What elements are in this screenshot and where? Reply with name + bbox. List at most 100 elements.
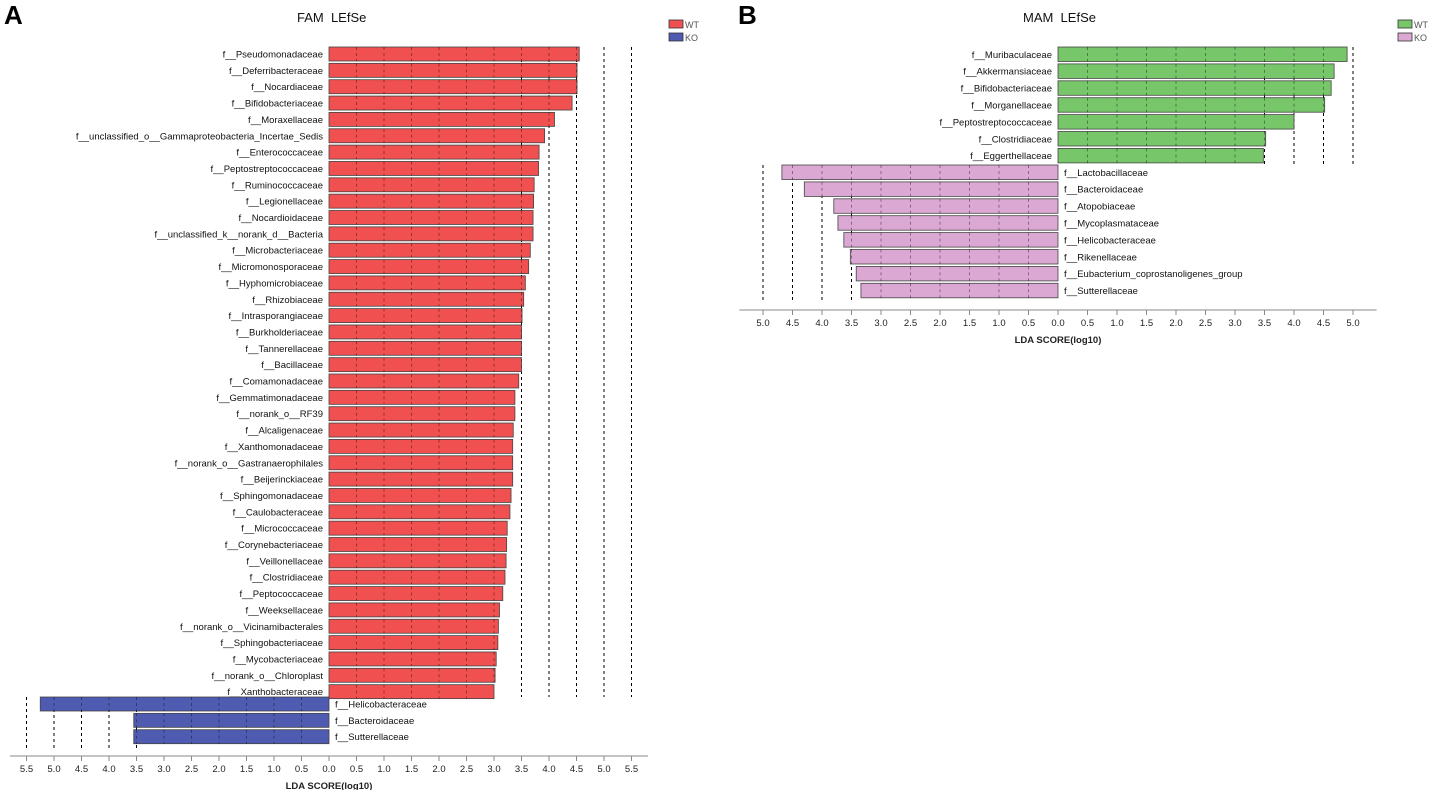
category-label-wt: f__Clostridiaceae [250,573,323,584]
category-label-ko: f__Sutterellaceae [335,732,409,743]
panel-a: f__Pseudomonadaceae f__Deferribacteraceae… [10,19,699,790]
x-tick-label: 4.0 [1287,318,1300,329]
category-label-wt: f__Peptostreptococcaceae [940,117,1053,128]
category-label-ko: f__Atopobiaceae [1064,202,1135,213]
category-label-wt: f__Xanthobacteraceae [227,687,323,698]
x-tick-label: 2.0 [933,318,946,329]
x-tick-label: 1.0 [992,318,1005,329]
bar-wt-f-micrococcaceae [328,520,508,536]
category-label-wt: f__unclassified_k__norank_d__Bacteria [155,229,324,240]
bar-wt-f-muribaculaceae [1057,46,1348,62]
bar-wt-f-clostridiaceae [1057,131,1267,147]
bar-wt-f-norank-o-rf39 [328,406,516,422]
category-label-ko: f__Rikenellaceae [1064,252,1137,263]
x-tick-label: 0.5 [1081,318,1094,329]
bar-wt-f-norank-o-vicinamibacterales [328,618,499,634]
bar-wt-f-ruminococcaceae [328,177,535,193]
bar-wt-f-beijerinckiaceae [328,471,514,487]
x-tick-label: 3.0 [1228,318,1241,329]
category-label-wt: f__norank_o__RF39 [236,409,323,420]
bar-wt-f-morganellaceae [1057,97,1326,113]
category-label-wt: f__Bacillaceae [261,360,323,371]
category-label-wt: f__Weeksellaceae [246,605,323,616]
bar-ko-f-helicobacteraceae [39,696,330,712]
bar-wt-f-gemmatimonadaceae [328,389,516,405]
x-tick-label: 5.0 [47,764,60,775]
x-tick-label: 4.0 [102,764,115,775]
category-label-wt: f__Hyphomicrobiaceae [226,278,323,289]
bar-ko-f-rikenellaceae [849,249,1059,265]
bar-ko-f-eubacterium-coprostanoligenes-group [855,265,1059,282]
category-label-wt: f__Tannerellaceae [245,344,323,355]
bar-wt-f-sphingobacteriaceae [328,635,499,650]
category-label-wt: f__Morganellaceae [971,100,1052,111]
bar-wt-f-mycobacteriaceae [328,651,497,667]
category-label-ko: f__Eubacterium_coprostanoligenes_group [1064,269,1243,280]
x-axis-label: LDA SCORE(log10) [1015,335,1102,346]
x-tick-label: 5.0 [756,318,769,329]
x-tick-label: 5.5 [20,764,33,775]
bar-wt-f-unclassified-k-norank-d-bacteria [328,226,534,242]
legend-label-ko: KO [1414,33,1427,43]
category-label-wt: f__norank_o__Gastranaerophilales [175,458,324,469]
bar-wt-f-bifidobacteriaceae [1057,80,1332,96]
category-label-ko: f__Helicobacteraceae [335,700,427,711]
bar-wt-f-caulobacteraceae [328,504,511,520]
bar-wt-f-legionellaceae [328,193,535,209]
category-label-wt: f__Enterococcaceae [236,148,323,159]
x-tick-label: 0.0 [322,764,335,775]
category-label-wt: f__Nocardioidaceae [238,213,323,224]
bar-ko-f-lactobacillaceae [781,164,1059,180]
x-tick-label: 2.0 [212,764,225,775]
category-label-ko: f__Helicobacteraceae [1064,235,1156,246]
x-tick-label: 0.5 [1022,318,1035,329]
legend-swatch-ko [1397,32,1413,42]
bar-wt-f-nocardiaceae [328,79,578,95]
category-label-wt: f__Pseudomonadaceae [223,50,323,61]
category-label-ko: f__Bacteroidaceae [1064,185,1143,196]
category-label-wt: f__Rhizobiaceae [252,295,323,306]
category-label-wt: f__Deferribacteraceae [229,66,323,77]
x-tick-label: 0.5 [350,764,363,775]
x-tick-label: 3.5 [845,318,858,329]
bar-wt-f-veillonellaceae [328,553,507,569]
bar-wt-f-rhizobiaceae [328,291,525,307]
panel-letter-b: B [738,0,757,30]
x-tick-label: 1.5 [405,764,418,775]
x-tick-label: 1.5 [963,318,976,329]
category-label-wt: f__Comamonadaceae [230,377,323,388]
category-label-wt: f__norank_o__Vicinamibacterales [180,622,323,633]
bar-wt-f-deferribacteraceae [328,62,578,78]
x-tick-label: 3.0 [487,764,500,775]
bar-wt-f-clostridiaceae [328,569,506,585]
legend-label-wt: WT [685,20,699,30]
category-label-wt: f__Muribaculaceae [972,50,1052,61]
category-label-wt: f__Beijerinckiaceae [241,475,323,486]
x-tick-label: 0.5 [295,764,308,775]
category-label-wt: f__Microbacteriaceae [232,246,323,257]
bar-wt-f-pseudomonadaceae [328,46,580,62]
x-tick-label: 1.5 [240,764,253,775]
x-tick-label: 1.0 [267,764,280,775]
x-tick-label: 2.5 [904,318,917,329]
legend-label-wt: WT [1414,20,1428,30]
bar-wt-f-corynebacteriaceae [328,537,508,552]
bar-wt-f-weeksellaceae [328,602,500,618]
x-tick-label: 1.0 [1110,318,1123,329]
category-label-wt: f__Bifidobacteriaceae [232,99,323,110]
category-label-wt: f__Micromonosporaceae [218,262,323,273]
bar-wt-f-norank-o-chloroplast [328,667,496,683]
x-tick-label: 1.0 [377,764,390,775]
bar-ko-f-bacteroidaceae [133,712,330,728]
bar-wt-f-microbacteriaceae [328,242,531,258]
bar-wt-f-tannerellaceae [328,340,522,356]
category-label-ko: f__Mycoplasmataceae [1064,218,1159,229]
category-label-wt: f__Intrasporangiaceae [228,311,323,322]
category-label-wt: f__Mycobacteriaceae [233,654,323,665]
x-tick-label: 3.0 [874,318,887,329]
x-axis-label: LDA SCORE(log10) [286,781,373,790]
category-label-wt: f__Eggerthellaceae [970,151,1052,162]
bar-wt-f-enterococcaceae [328,144,540,160]
bar-wt-f-bacillaceae [328,357,522,373]
